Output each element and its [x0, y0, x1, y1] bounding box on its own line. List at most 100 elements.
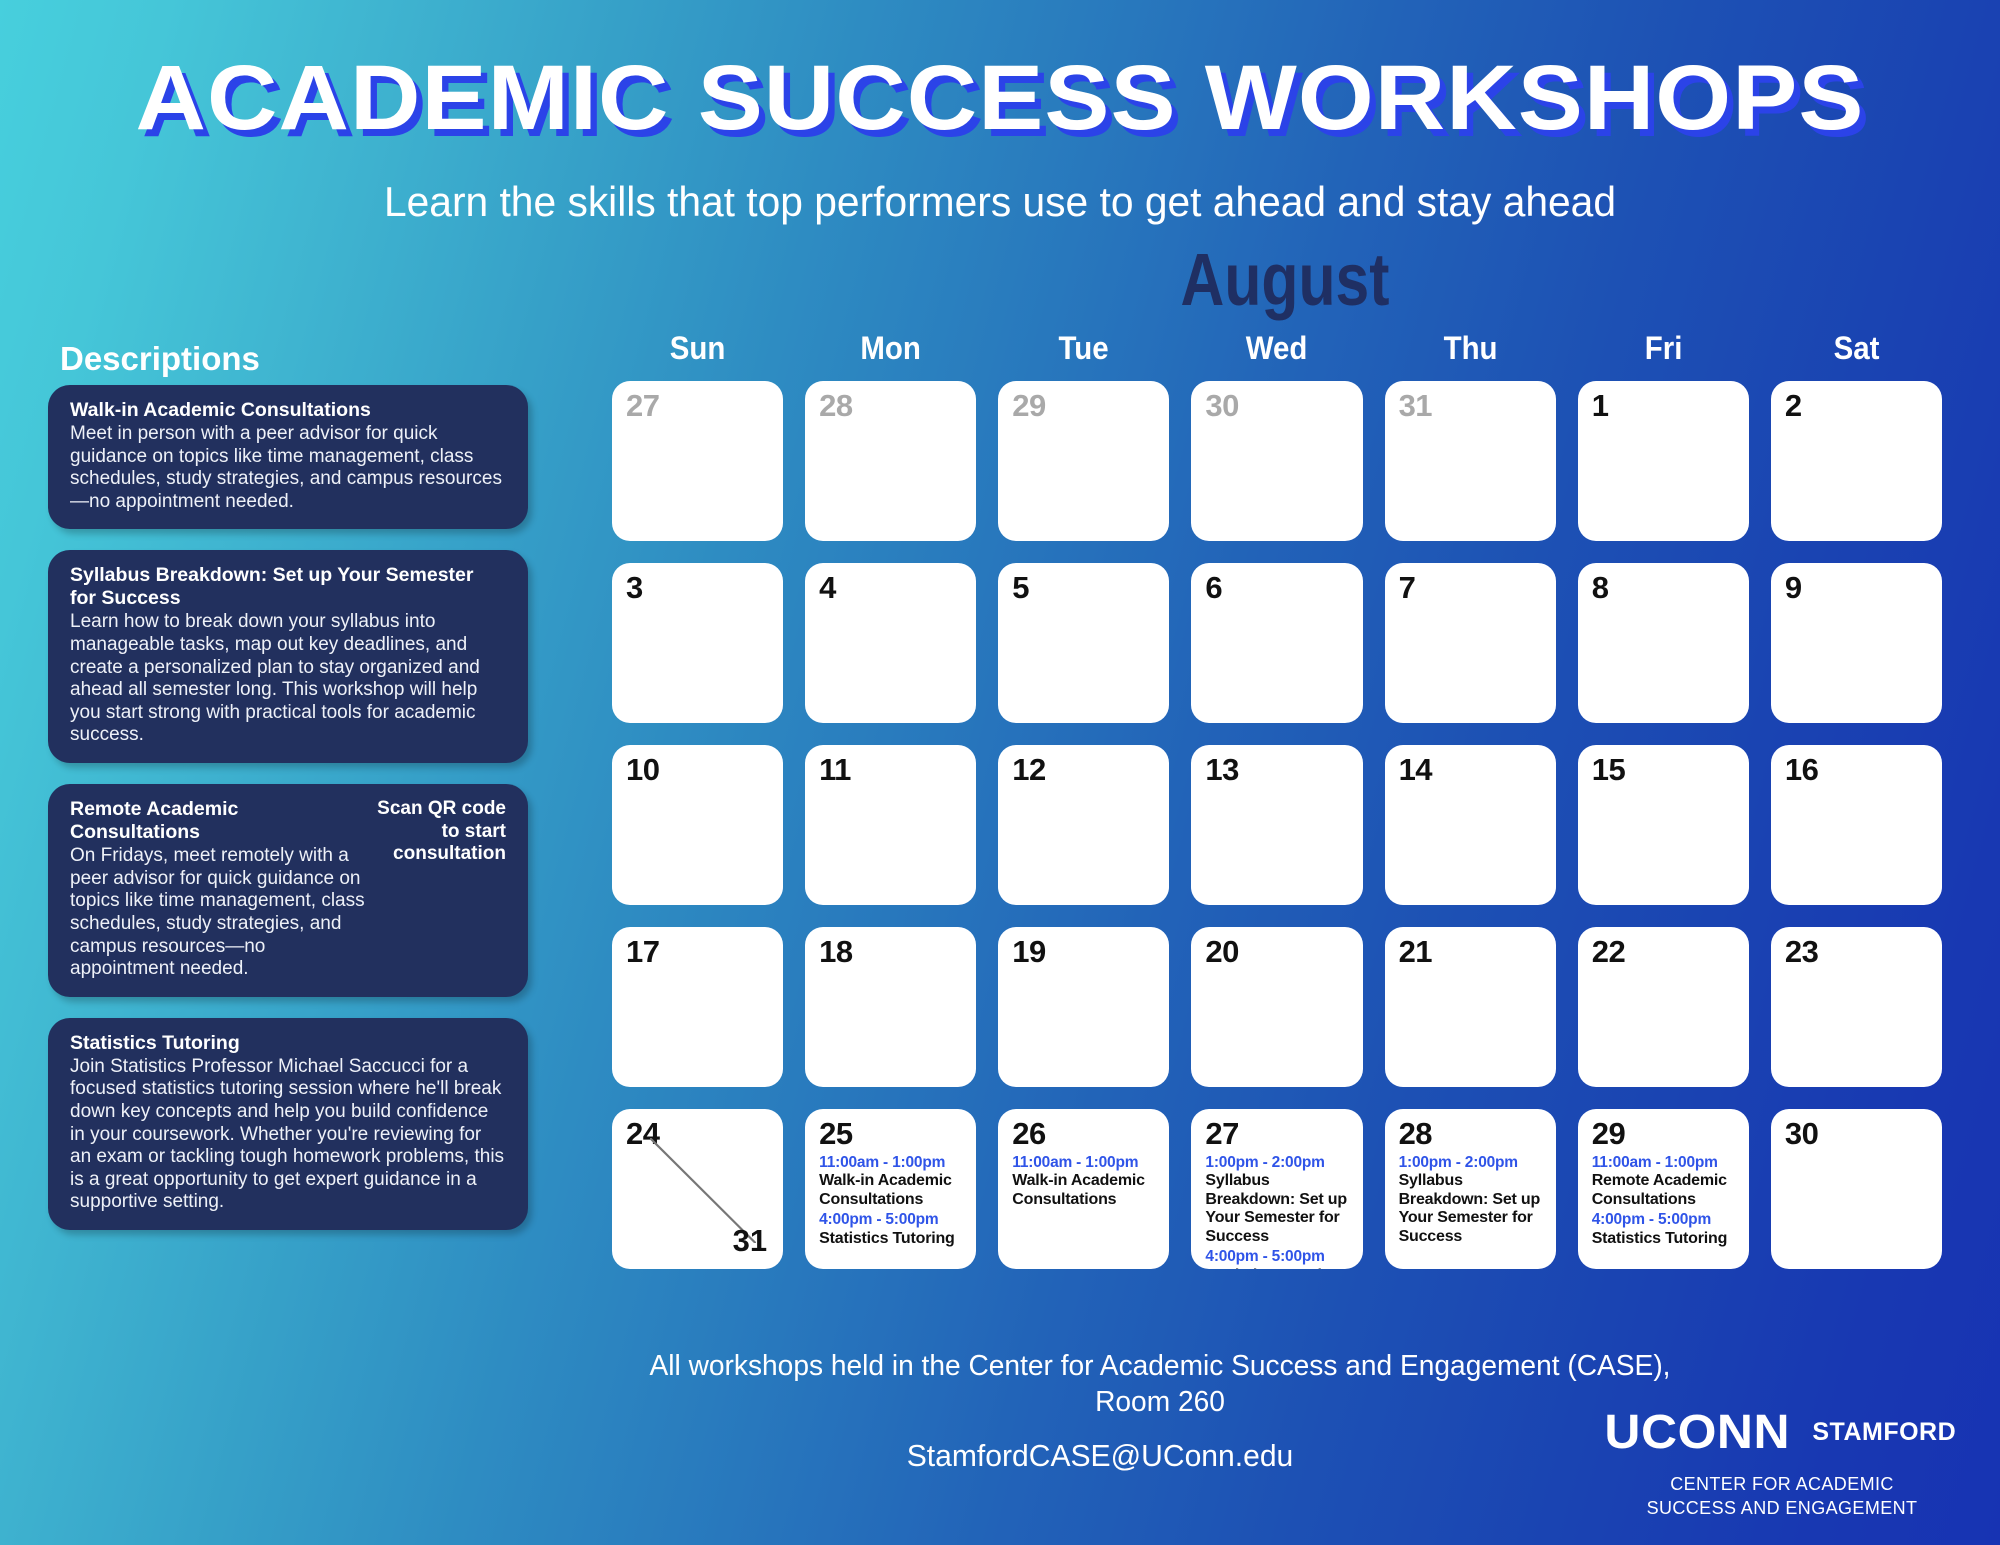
calendar-day-cell[interactable]: 14 — [1384, 745, 1556, 905]
calendar-day-cell[interactable]: 9 — [1770, 563, 1942, 723]
calendar: Sun Mon Tue Wed Thu Fri Sat 27 28 29 30 31 1 2 3 4 5 6 7 8… — [612, 330, 1942, 1269]
event-name: Walk-in Academic Consultations — [1012, 1172, 1145, 1208]
calendar-day-cell[interactable]: 8 — [1577, 563, 1749, 723]
calendar-day-cell[interactable]: 18 — [805, 927, 977, 1087]
day-number: 3 — [626, 570, 643, 605]
day-number: 23 — [1784, 934, 1819, 969]
day-number: 6 — [1205, 570, 1223, 605]
calendar-event[interactable]: 1:00pm - 2:00pm Syllabus Breakdown: Set u… — [1205, 1154, 1351, 1246]
logo-uconn-text: UCONN — [1604, 1406, 1790, 1459]
event-time: 11:00am - 1:00pm — [1591, 1154, 1718, 1171]
calendar-day-cell[interactable]: 5 — [998, 563, 1170, 723]
logo-subtitle: CENTER FOR ACADEMIC SUCCESS AND ENGAGEME… — [1612, 1472, 1952, 1521]
day-number: 18 — [819, 934, 853, 969]
calendar-day-cell[interactable]: 7 — [1384, 563, 1556, 723]
calendar-day-cell[interactable]: 20 — [1191, 927, 1363, 1087]
calendar-day-cell[interactable]: 2 — [1770, 381, 1942, 541]
day-number: 25 — [819, 1116, 853, 1151]
calendar-day-cell[interactable]: 24 31 — [612, 1109, 784, 1269]
calendar-event[interactable]: 1:00pm - 2:00pm Syllabus Breakdown: Set u… — [1399, 1154, 1545, 1246]
calendar-day-cell[interactable]: 27 — [612, 381, 784, 541]
day-number: 10 — [626, 752, 660, 787]
day-number: 5 — [1012, 570, 1030, 605]
calendar-day-cell[interactable]: 19 — [998, 927, 1170, 1087]
weekday-label-tue: Tue — [1058, 330, 1109, 366]
day-event-list: 1:00pm - 2:00pm Syllabus Breakdown: Set u… — [1205, 1154, 1351, 1269]
day-number: 27 — [1205, 1116, 1239, 1151]
page-subtitle: Learn the skills that top performers use… — [383, 178, 1617, 225]
calendar-day-cell[interactable]: 3 — [612, 563, 784, 723]
page-title: ACADEMIC SUCCESS WORKSHOPS — [135, 47, 1865, 149]
calendar-day-cell[interactable]: 10 — [612, 745, 784, 905]
weekday-label-sat: Sat — [1833, 330, 1880, 366]
day-number: 20 — [1205, 934, 1239, 969]
calendar-day-cell[interactable]: 28 1:00pm - 2:00pm Syllabus Breakdown: Set… — [1384, 1109, 1556, 1269]
day-number: 8 — [1591, 570, 1609, 605]
event-time: 4:00pm - 5:00pm — [819, 1211, 939, 1229]
day-number: 15 — [1591, 752, 1626, 787]
event-time: 1:00pm - 2:00pm — [1205, 1154, 1325, 1171]
day-event-list: 11:00am - 1:00pm Walk-in Academic Consult… — [1012, 1154, 1158, 1209]
day-number: 19 — [1012, 934, 1046, 969]
calendar-day-cell[interactable]: 29 — [998, 381, 1170, 541]
calendar-day-cell[interactable]: 30 — [1191, 381, 1363, 541]
calendar-day-cell[interactable]: 12 — [998, 745, 1170, 905]
event-name: Syllabus Breakdown: Set up Your Semester… — [1205, 1172, 1347, 1245]
event-time: 11:00am - 1:00pm — [819, 1154, 946, 1171]
calendar-grid: 27 28 29 30 31 1 2 3 4 5 6 7 8 9 10 11 12 13 14 15 16 17 18 19 2… — [612, 381, 1942, 1269]
calendar-day-cell[interactable]: 28 — [805, 381, 977, 541]
day-number: 27 — [626, 388, 660, 423]
calendar-day-cell[interactable]: 31 — [1384, 381, 1556, 541]
day-number: 29 — [1591, 1116, 1626, 1151]
day-number: 13 — [1205, 752, 1239, 787]
day-number: 30 — [1784, 1116, 1819, 1151]
calendar-day-cell[interactable]: 26 11:00am - 1:00pm Walk-in Academic Consu… — [998, 1109, 1170, 1269]
calendar-event[interactable]: 11:00am - 1:00pm Remote Academic Consulta… — [1592, 1154, 1738, 1209]
calendar-day-cell[interactable]: 15 — [1577, 745, 1749, 905]
calendar-day-cell[interactable]: 17 — [612, 927, 784, 1087]
description-card-body: Meet in person with a peer advisor for q… — [70, 423, 502, 512]
descriptions-column: Walk-in Academic Consultations Meet in pe… — [48, 385, 528, 1251]
day-event-list: 11:00am - 1:00pm Remote Academic Consulta… — [1592, 1154, 1738, 1248]
calendar-day-cell[interactable]: 22 — [1577, 927, 1749, 1087]
qr-scan-note: Scan QR code to start consultation — [377, 798, 506, 864]
calendar-day-cell[interactable]: 4 — [805, 563, 977, 723]
calendar-weekday-header: Sun Mon Tue Wed Thu Fri Sat — [612, 330, 1942, 367]
weekday-label-fri: Fri — [1644, 330, 1683, 366]
day-number: 28 — [1398, 1116, 1433, 1151]
calendar-day-cell[interactable]: 6 — [1191, 563, 1363, 723]
day-event-list: 11:00am - 1:00pm Walk-in Academic Consult… — [819, 1154, 965, 1248]
calendar-day-cell[interactable]: 27 1:00pm - 2:00pm Syllabus Breakdown: Set… — [1191, 1109, 1363, 1269]
footer-email[interactable]: StamfordCASE@UConn.edu — [906, 1438, 1294, 1473]
day-number: 9 — [1784, 570, 1802, 605]
logo-subtitle-line2: SUCCESS AND ENGAGEMENT — [1646, 1498, 1918, 1519]
calendar-day-cell[interactable]: 29 11:00am - 1:00pm Remote Academic Consul… — [1577, 1109, 1749, 1269]
calendar-day-cell[interactable]: 23 — [1770, 927, 1942, 1087]
calendar-day-cell[interactable]: 25 11:00am - 1:00pm Walk-in Academic Consu… — [805, 1109, 977, 1269]
calendar-day-cell[interactable]: 16 — [1770, 745, 1942, 905]
calendar-day-cell[interactable]: 1 — [1577, 381, 1749, 541]
description-card: Walk-in Academic Consultations Meet in pe… — [48, 385, 528, 530]
day-number: 29 — [1012, 388, 1046, 423]
day-number: 17 — [626, 934, 660, 969]
logo-subtitle-line1: CENTER FOR ACADEMIC — [1670, 1474, 1894, 1494]
weekday-label-thu: Thu — [1443, 330, 1498, 366]
calendar-day-cell[interactable]: 11 — [805, 745, 977, 905]
description-card: Statistics Tutoring Join Statistics Profe… — [48, 1017, 528, 1231]
footer-location: All workshops held in the Center for Aca… — [617, 1348, 1703, 1421]
calendar-day-cell[interactable]: 21 — [1384, 927, 1556, 1087]
calendar-day-cell[interactable]: 13 — [1191, 745, 1363, 905]
footer-location-line2: Room 260 — [1095, 1386, 1225, 1419]
description-card-title: Walk-in Academic Consultations — [70, 399, 371, 421]
calendar-event[interactable]: 11:00am - 1:00pm Walk-in Academic Consult… — [1012, 1154, 1158, 1209]
calendar-event[interactable]: 11:00am - 1:00pm Walk-in Academic Consult… — [819, 1154, 965, 1209]
day-number: 28 — [819, 388, 853, 423]
description-card-title: Statistics Tutoring — [70, 1031, 240, 1054]
calendar-day-cell[interactable]: 30 — [1770, 1109, 1942, 1269]
day-number: 26 — [1012, 1116, 1046, 1151]
footer-location-line1: All workshops held in the Center for Aca… — [649, 1350, 1671, 1382]
